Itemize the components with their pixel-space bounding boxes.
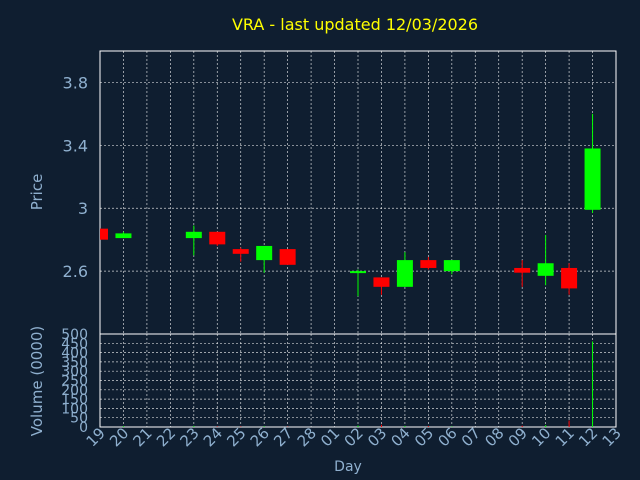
volume-tick-label: 0 [79,420,88,436]
candle-body [100,228,108,240]
candle-body [396,260,413,287]
candle-body [420,260,437,268]
volume-axis-label: Volume (0000) [28,326,46,436]
volume-tick-label: 350 [61,355,88,371]
price-tick-label: 2.6 [63,262,88,281]
volume-tick-label: 50 [70,411,88,427]
price-panel: 2.6 3 3.4 3.8 [63,50,617,335]
candle-body [185,231,202,239]
candle-body [350,271,366,274]
candle-body [209,231,226,245]
volume-tick-label: 150 [61,392,88,408]
volume-tick-label: 450 [61,336,88,352]
candle-body [584,148,601,210]
chart-title: VRA - last updated 12/03/2026 [232,15,478,34]
candle-body [279,249,296,265]
price-tick-label: 3.8 [63,73,88,92]
volume-tick-label: 400 [61,346,88,362]
candle-body [514,267,531,273]
volume-tick-label: 100 [61,401,88,417]
candle-body [115,233,132,239]
price-tick-label: 3 [78,199,88,218]
volume-tick-label: 200 [61,383,88,399]
volume-tick-label: 250 [61,374,88,390]
price-axis-label: Price [28,174,46,211]
price-tick-label: 3.4 [63,136,88,155]
candle-body [561,267,578,289]
candle-body [256,245,273,261]
candle-body [537,263,554,276]
candle-body [373,277,390,287]
candle-body [232,249,249,254]
volume-tick-label: 300 [61,364,88,380]
x-axis-ticks: 1920212223242526272801020304050607080910… [83,424,625,450]
volume-tick-label: 500 [61,327,88,343]
day-axis-label: Day [334,459,362,475]
candles-group [100,113,601,297]
candle-body [443,260,460,272]
